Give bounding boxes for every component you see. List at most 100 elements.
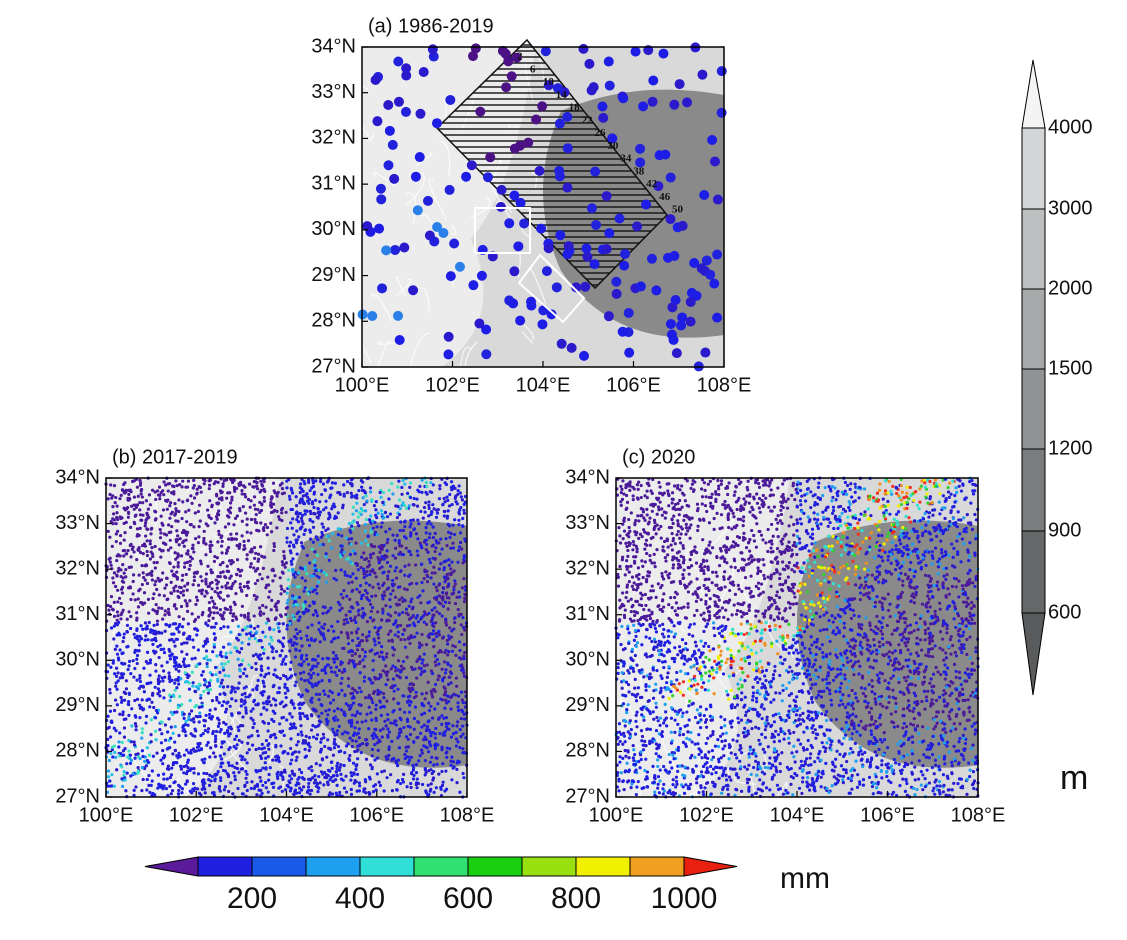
station-dot xyxy=(305,510,308,513)
station-dot xyxy=(312,541,315,544)
station-dot xyxy=(431,616,434,619)
station-dot xyxy=(150,784,153,787)
station-dot xyxy=(293,600,296,603)
y-tick-label: 33°N xyxy=(311,81,356,103)
station-dot xyxy=(717,66,727,76)
station-dot xyxy=(435,541,438,544)
station-dot xyxy=(448,536,451,539)
station-dot xyxy=(143,591,146,594)
station-dot xyxy=(304,600,307,603)
station-dot xyxy=(247,498,250,501)
station-dot xyxy=(947,486,950,489)
station-dot xyxy=(535,166,545,176)
station-dot xyxy=(239,675,242,678)
station-dot xyxy=(398,513,401,516)
station-dot xyxy=(297,750,300,753)
station-dot xyxy=(590,167,600,177)
station-dot xyxy=(923,708,926,711)
station-dot xyxy=(347,677,350,680)
station-dot xyxy=(361,607,364,610)
station-dot xyxy=(263,685,266,688)
station-dot xyxy=(212,617,215,620)
station-dot xyxy=(219,591,222,594)
station-dot xyxy=(113,601,116,604)
station-dot xyxy=(241,792,244,795)
station-dot xyxy=(125,679,128,682)
station-dot xyxy=(587,85,597,95)
station-dot xyxy=(204,640,207,643)
station-dot xyxy=(222,611,225,614)
station-dot xyxy=(299,717,302,720)
station-dot xyxy=(326,663,329,666)
station-dot xyxy=(391,554,394,557)
station-dot xyxy=(136,654,139,657)
station-dot xyxy=(289,762,292,765)
station-dot xyxy=(350,793,353,796)
station-dot xyxy=(352,762,355,765)
station-dot xyxy=(770,523,773,526)
station-dot xyxy=(452,627,455,630)
station-dot xyxy=(315,693,318,696)
station-dot xyxy=(444,601,447,604)
station-dot xyxy=(442,781,445,784)
station-dot xyxy=(894,535,897,538)
station-dot xyxy=(374,514,377,517)
station-dot xyxy=(110,520,113,523)
station-dot xyxy=(272,720,275,723)
station-dot xyxy=(288,544,291,547)
station-dot xyxy=(274,704,277,707)
station-dot xyxy=(356,562,359,565)
box-label: 46 xyxy=(659,191,671,203)
station-dot xyxy=(369,514,372,517)
station-dot xyxy=(111,608,114,611)
station-dot xyxy=(427,702,430,705)
station-dot xyxy=(748,501,751,504)
station-dot xyxy=(119,534,122,537)
station-dot xyxy=(455,596,458,599)
station-dot xyxy=(160,732,163,735)
station-dot xyxy=(114,729,117,732)
station-dot xyxy=(519,219,529,229)
station-dot xyxy=(429,731,432,734)
station-dot xyxy=(138,501,141,504)
station-dot xyxy=(364,650,367,653)
station-dot xyxy=(172,781,175,784)
station-dot xyxy=(294,597,297,600)
station-dot xyxy=(206,524,209,527)
station-dot xyxy=(444,770,447,773)
station-dot xyxy=(375,525,378,528)
station-dot xyxy=(447,582,450,585)
station-dot xyxy=(229,705,232,708)
station-dot xyxy=(109,784,112,787)
station-dot xyxy=(198,682,201,685)
station-dot xyxy=(416,777,419,780)
station-dot xyxy=(460,623,463,626)
station-dot xyxy=(271,579,274,582)
station-dot xyxy=(337,745,340,748)
station-dot xyxy=(443,789,446,792)
station-dot xyxy=(415,632,418,635)
station-dot xyxy=(353,750,356,753)
station-dot xyxy=(463,597,466,600)
station-dot xyxy=(398,728,401,731)
station-dot xyxy=(127,516,130,519)
station-dot xyxy=(128,660,131,663)
station-dot xyxy=(113,709,116,712)
station-dot xyxy=(299,491,302,494)
station-dot xyxy=(163,754,166,757)
station-dot xyxy=(158,593,161,596)
station-dot xyxy=(449,664,452,667)
station-dot xyxy=(339,555,342,558)
station-dot xyxy=(315,574,318,577)
station-dot xyxy=(247,539,250,542)
station-dot xyxy=(386,718,389,721)
station-dot xyxy=(184,510,187,513)
station-dot xyxy=(194,657,197,660)
station-dot xyxy=(258,776,261,779)
station-dot xyxy=(273,668,276,671)
station-dot xyxy=(279,744,282,747)
station-dot xyxy=(244,626,247,629)
station-dot xyxy=(149,532,152,535)
station-dot xyxy=(821,643,824,646)
station-dot xyxy=(243,544,246,547)
